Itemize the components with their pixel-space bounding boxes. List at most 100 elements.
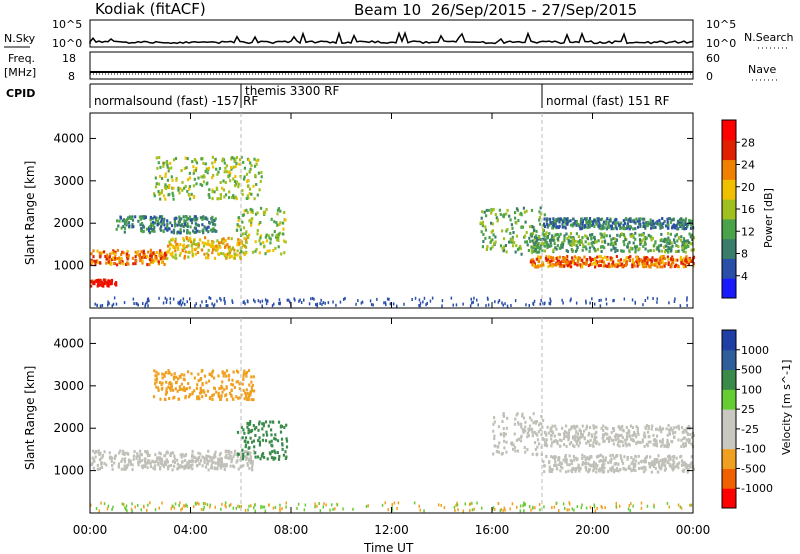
scatter-cell [513, 422, 516, 426]
scatter-cell [651, 221, 654, 225]
scatter-cell [217, 393, 220, 397]
scatter-cell [553, 242, 556, 246]
scatter-cell [497, 445, 500, 448]
scatter-cell [233, 452, 236, 456]
scatter-cell [683, 239, 686, 243]
scatter-cell [533, 264, 536, 267]
scatter-cell [566, 258, 569, 262]
scatter-cell [692, 434, 695, 437]
scatter-cell [655, 262, 658, 266]
scatter-cell [547, 255, 550, 259]
scatter-cell [526, 431, 529, 435]
scatter-cell [153, 460, 156, 464]
scatter-cell [285, 439, 289, 443]
scatter-cell [249, 420, 252, 424]
noise-cell [568, 508, 570, 512]
scatter-cell [249, 461, 252, 465]
noise-cell [530, 508, 532, 512]
scatter-cell [689, 433, 692, 436]
scatter-cell [189, 464, 192, 467]
scatter-cell [258, 436, 261, 440]
scatter-cell [120, 460, 123, 463]
scatter-cell [605, 219, 608, 223]
scatter-cell [542, 241, 545, 245]
noise-cell [289, 300, 291, 304]
scatter-cell [692, 236, 695, 240]
scatter-cell [604, 432, 607, 436]
scatter-cell [211, 229, 214, 233]
scatter-cell [123, 226, 127, 230]
scatter-cell [214, 461, 217, 465]
noise-cell [615, 505, 618, 508]
scatter-cell [231, 464, 235, 468]
scatter-cell [655, 444, 659, 448]
scatter-cell [225, 164, 228, 168]
scatter-cell [211, 394, 214, 398]
scatter-cell [666, 438, 669, 442]
noise-cell [158, 296, 160, 300]
scatter-cell [494, 240, 497, 244]
scatter-cell [676, 239, 679, 243]
scatter-cell [241, 436, 244, 440]
scatter-cell [534, 447, 537, 451]
scatter-cell [689, 242, 693, 246]
scatter-cell [563, 434, 566, 438]
scatter-cell [282, 232, 285, 236]
scatter-cell [250, 210, 253, 214]
noise-cell [181, 507, 183, 511]
scatter-cell [637, 225, 640, 229]
scatter-cell [160, 189, 164, 193]
scatter-cell [532, 412, 535, 416]
scatter-cell [201, 368, 204, 372]
scatter-cell [167, 167, 171, 171]
scatter-cell [210, 463, 213, 467]
noise-cell [504, 302, 506, 306]
scatter-cell [198, 238, 201, 242]
scatter-cell [155, 370, 158, 374]
scatter-cell [264, 439, 268, 443]
scatter-cell [215, 167, 218, 171]
scatter-cell [625, 224, 629, 228]
scatter-cell [598, 226, 601, 230]
scatter-cell [180, 382, 183, 386]
noise-cell [384, 301, 387, 305]
scatter-cell [163, 397, 166, 401]
noise-cell [418, 304, 420, 307]
scatter-cell [654, 225, 657, 229]
scatter-cell [490, 211, 493, 215]
scatter-cell [659, 226, 662, 230]
noise-cell [387, 508, 389, 512]
scatter-cell [588, 468, 591, 472]
noise-cell [538, 503, 541, 507]
scatter-cell [226, 456, 229, 460]
scatter-cell [650, 263, 653, 267]
scatter-cell [201, 382, 204, 385]
scatter-cell [151, 217, 154, 221]
scatter-cell [191, 467, 194, 471]
scatter-cell [244, 450, 247, 454]
scatter-cell [623, 467, 626, 471]
noise-cell [243, 300, 245, 304]
scatter-cell [627, 218, 630, 222]
scatter-cell [163, 223, 166, 227]
scatter-cell [190, 460, 193, 464]
scatter-cell [556, 439, 559, 443]
scatter-cell [266, 249, 269, 253]
scatter-cell [643, 259, 646, 263]
scatter-cell [611, 466, 614, 470]
scatter-cell [666, 433, 669, 437]
scatter-cell [232, 194, 235, 198]
scatter-cell [581, 248, 584, 252]
scatter-cell [569, 243, 572, 247]
scatter-cell [151, 220, 154, 224]
scatter-cell [191, 392, 194, 396]
scatter-cell [190, 372, 193, 376]
scatter-cell [140, 250, 143, 254]
scatter-cell [235, 380, 238, 384]
noise-cell [414, 296, 417, 300]
scatter-cell [166, 225, 169, 229]
scatter-cell [603, 239, 606, 243]
noise-cell [419, 508, 421, 512]
noise-cell [178, 300, 181, 304]
scatter-cell [524, 425, 527, 429]
